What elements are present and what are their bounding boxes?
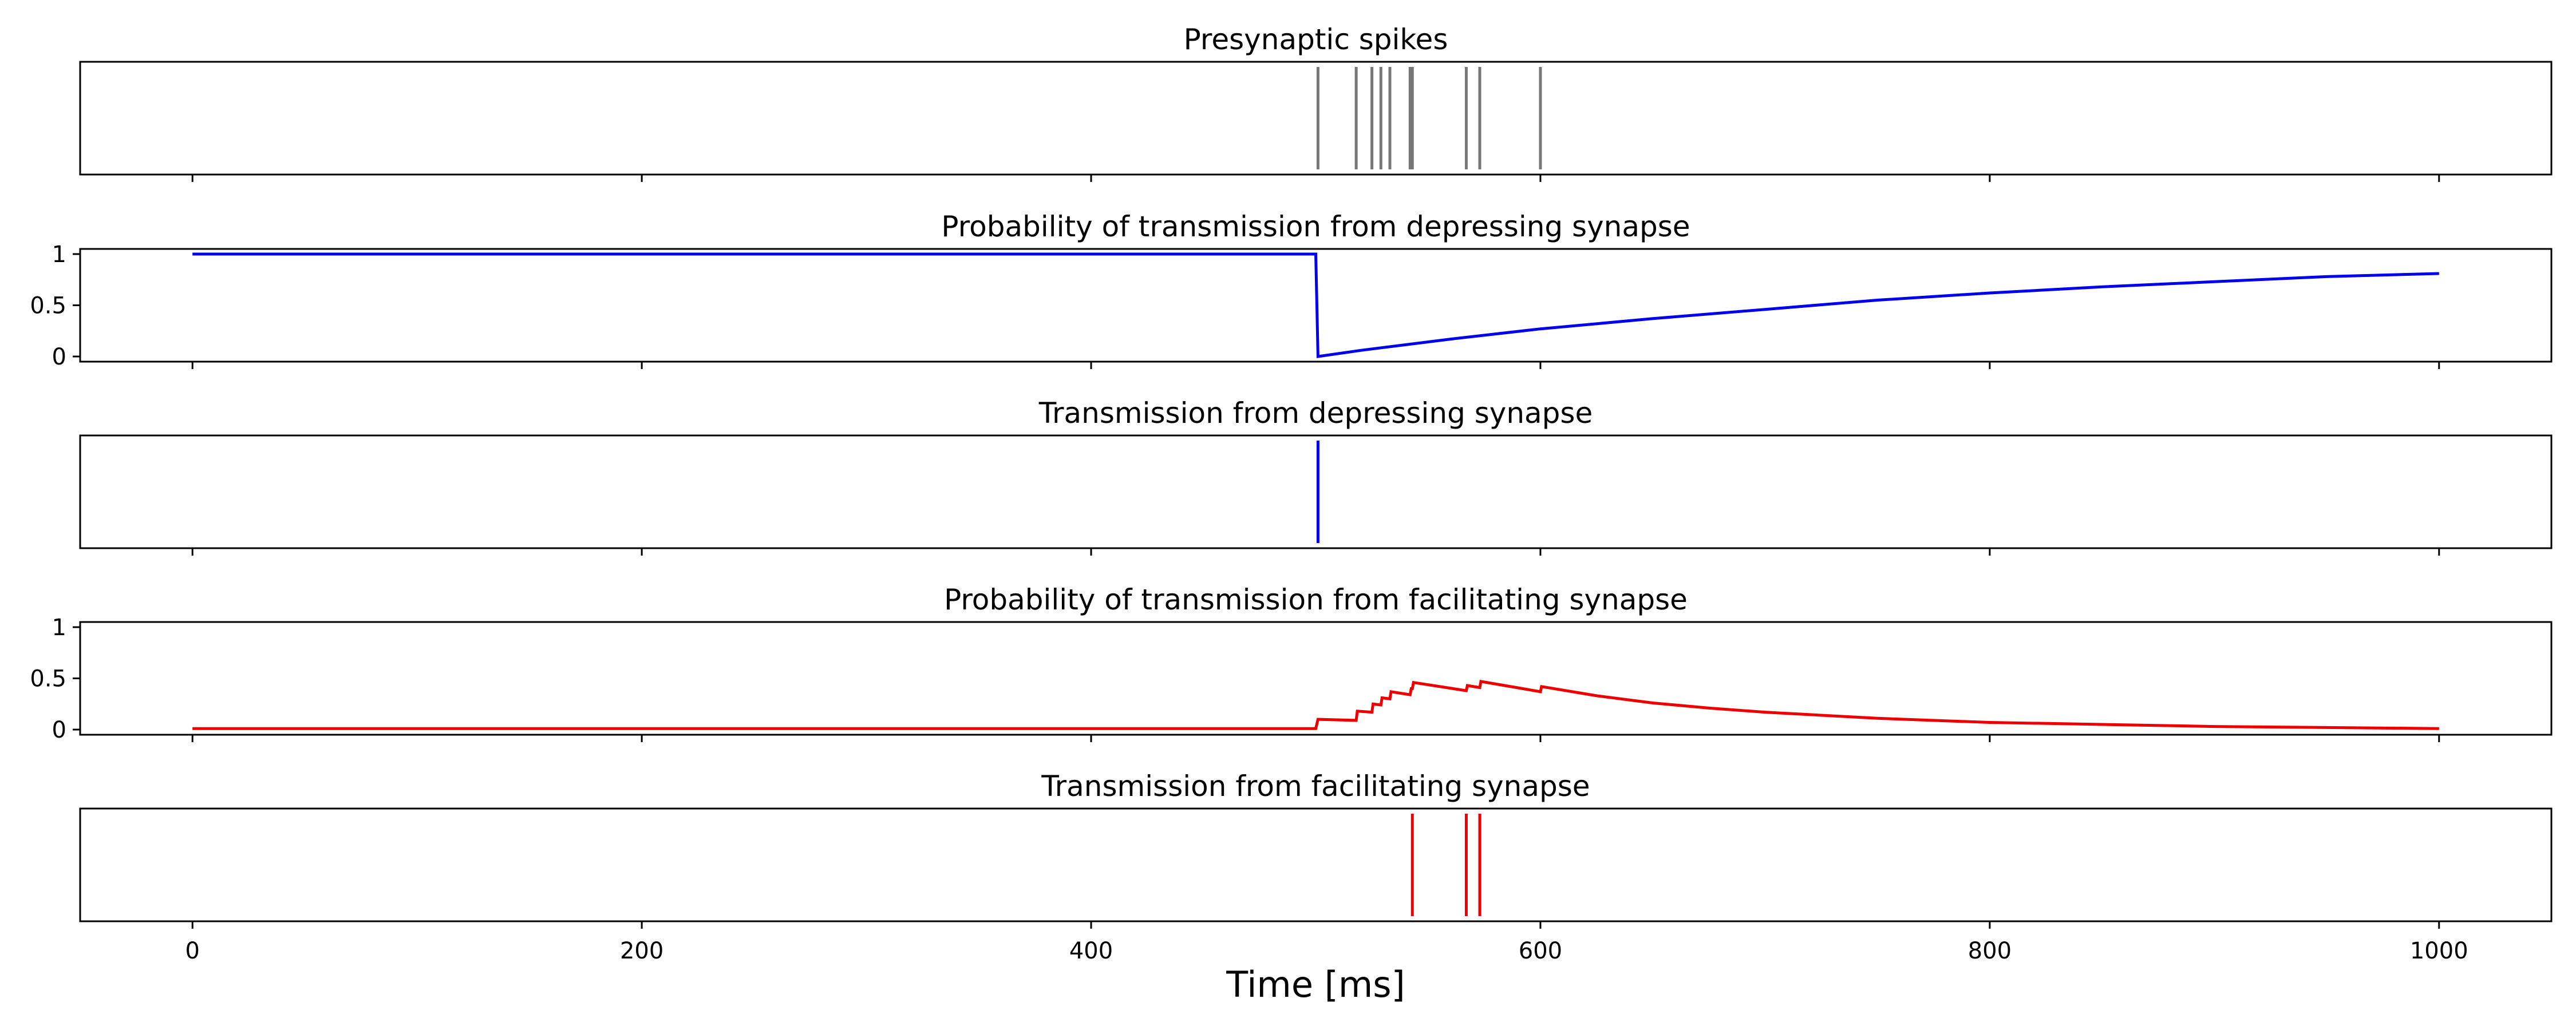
x-tick-label: 200	[620, 938, 663, 964]
panel-dep-prob: Probability of transmission from depress…	[30, 210, 2553, 370]
x-tick-label: 0	[185, 938, 200, 964]
axes-frame	[79, 434, 2553, 549]
panel-title: Transmission from depressing synapse	[1038, 397, 1593, 430]
panel-title: Transmission from facilitating synapse	[1041, 770, 1590, 803]
x-tick-label: 400	[1069, 938, 1113, 964]
y-tick-label: 0.5	[30, 666, 66, 692]
panel-fac-trans: Transmission from facilitating synapse 0 2…	[79, 770, 2553, 964]
panel-dep-trans: Transmission from depressing synapse	[79, 397, 2553, 556]
panel-title: Presynaptic spikes	[1184, 23, 1448, 56]
x-axis-label: Time [ms]	[1226, 964, 1405, 1005]
x-tick-label: 1000	[2410, 938, 2468, 964]
panel-title: Probability of transmission from facilit…	[944, 583, 1688, 616]
x-tick-label: 800	[1968, 938, 2012, 964]
axes-frame	[79, 807, 2553, 922]
y-tick-label: 1	[52, 241, 66, 268]
x-tick-label: 600	[1519, 938, 1562, 964]
series-line-fac-prob	[192, 680, 2439, 730]
y-tick-label: 1	[52, 615, 66, 641]
y-tick-label: 0.5	[30, 293, 66, 319]
axes-frame	[79, 61, 2553, 176]
panel-title: Probability of transmission from depress…	[941, 210, 1690, 243]
panel-presyn: Presynaptic spikes	[79, 23, 2553, 182]
axes-frame	[79, 248, 2553, 363]
y-tick-label: 0	[52, 344, 66, 370]
series-line-dep-prob	[192, 252, 2439, 358]
panel-fac-prob: Probability of transmission from facilit…	[30, 583, 2553, 743]
axes-frame	[79, 621, 2553, 736]
y-tick-label: 0	[52, 717, 66, 743]
